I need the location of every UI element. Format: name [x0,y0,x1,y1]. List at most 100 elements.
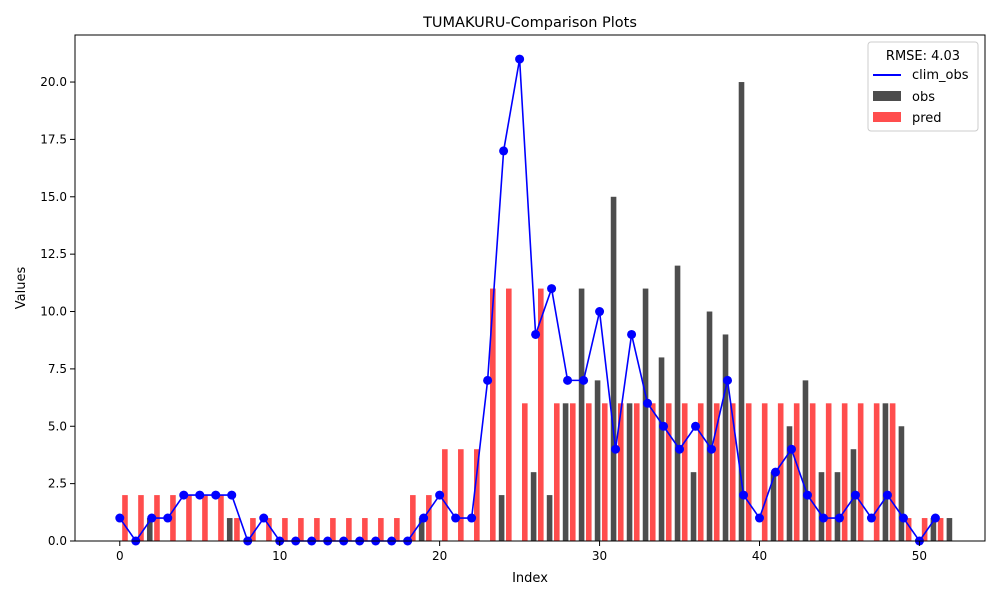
obs-bar [418,518,425,541]
obs-bar [642,288,649,541]
obs-bar [594,380,601,541]
pred-bar [921,518,928,541]
pred-bar [474,449,480,541]
legend-title: RMSE: 4.03 [886,49,960,64]
obs-bar [802,380,809,541]
x-tick-label: 40 [752,549,767,563]
y-tick-label: 12.5 [40,247,67,261]
pred-bar [378,518,384,541]
clim-obs-point [163,513,173,523]
pred-bar [857,403,864,541]
obs-bar [562,403,569,541]
pred-bar [825,403,832,541]
clim-obs-point [547,284,557,294]
clim-obs-point [898,513,908,523]
obs-bar [658,357,665,541]
legend-label-clim-obs: clim_obs [912,68,969,83]
pred-bar [793,403,800,541]
clim-obs-point [611,444,621,454]
legend-box [867,41,979,132]
y-tick-label: 20.0 [40,75,67,89]
pred-bar [729,403,736,541]
pred-bar [442,449,448,541]
clim-obs-point [770,467,780,477]
clim-obs-point [147,513,157,523]
pred-bar [314,518,320,541]
obs-bar [786,426,793,541]
pred-bar [937,518,944,541]
clim-obs-point [563,375,573,385]
clim-obs-point [675,444,685,454]
obs-bar [834,472,841,541]
pred-bar [250,518,256,541]
clim-obs-point [579,375,589,385]
pred-bar [649,403,656,541]
clim-obs-point [211,490,221,500]
clim-obs-point [882,490,892,500]
obs-bar [146,518,153,541]
pred-bar [553,403,560,541]
pred-bar [665,403,672,541]
clim-obs-point [515,54,525,64]
pred-bar [617,403,624,541]
pred-bar [346,518,352,541]
obs-bar [674,265,681,541]
pred-bar [218,495,224,541]
pred-bar [889,403,896,541]
obs-bar [626,403,633,541]
clim-obs-point [467,513,477,523]
obs-bar [690,472,697,541]
obs-bar [722,334,729,541]
pred-bar [873,403,880,541]
clim-obs-point [930,513,940,523]
clim-obs-point [755,513,764,523]
pred-bar [777,403,784,541]
obs-bar [226,518,233,541]
pred-bar [170,495,176,541]
clim-obs-point [483,375,493,385]
clim-obs-point [627,329,637,339]
legend-label-obs: obs [912,90,935,105]
clim-obs-point [818,513,828,523]
y-tick-label: 17.5 [40,132,67,146]
pred-bar [601,403,608,541]
pred-bar [298,518,304,541]
pred-bar [506,288,512,541]
clim-obs-point [451,513,461,523]
pred-bar [122,495,128,541]
pred-bar [569,403,576,541]
clim-obs-point [866,513,876,523]
obs-bar [930,518,937,541]
x-tick-label: 30 [592,549,607,563]
pred-bar [282,518,288,541]
obs-bar [946,518,953,541]
pred-bar [138,495,144,541]
clim-obs-point [739,490,749,500]
clim-obs-point [595,307,605,317]
y-tick-label: 15.0 [40,190,67,204]
clim-obs-point [259,513,269,523]
pred-bar [905,518,912,541]
y-tick-label: 2.5 [48,477,67,491]
clim-obs-point [850,490,860,500]
y-tick-label: 5.0 [48,419,67,433]
clim-obs-point [643,398,653,408]
plot-frame [74,34,986,542]
x-tick-label: 20 [432,549,447,563]
y-tick-label: 7.5 [48,362,67,376]
clim-obs-point [834,513,844,523]
bars-layer [122,82,953,541]
pred-bar [490,288,496,541]
pred-bar [522,403,528,541]
pred-bar [362,518,368,541]
y-tick-label: 0.0 [48,534,67,548]
clim-obs-point [227,490,237,500]
clim-obs-line [119,58,937,543]
pred-bar [761,403,768,541]
obs-bar [498,495,505,541]
legend-swatch-pred [873,112,901,122]
pred-bar [458,449,464,541]
y-axis-ticks: 0.0 2.5 5.0 7.5 10.0 12.5 15.0 17.5 20.0 [40,75,75,548]
pred-bar [841,403,848,541]
